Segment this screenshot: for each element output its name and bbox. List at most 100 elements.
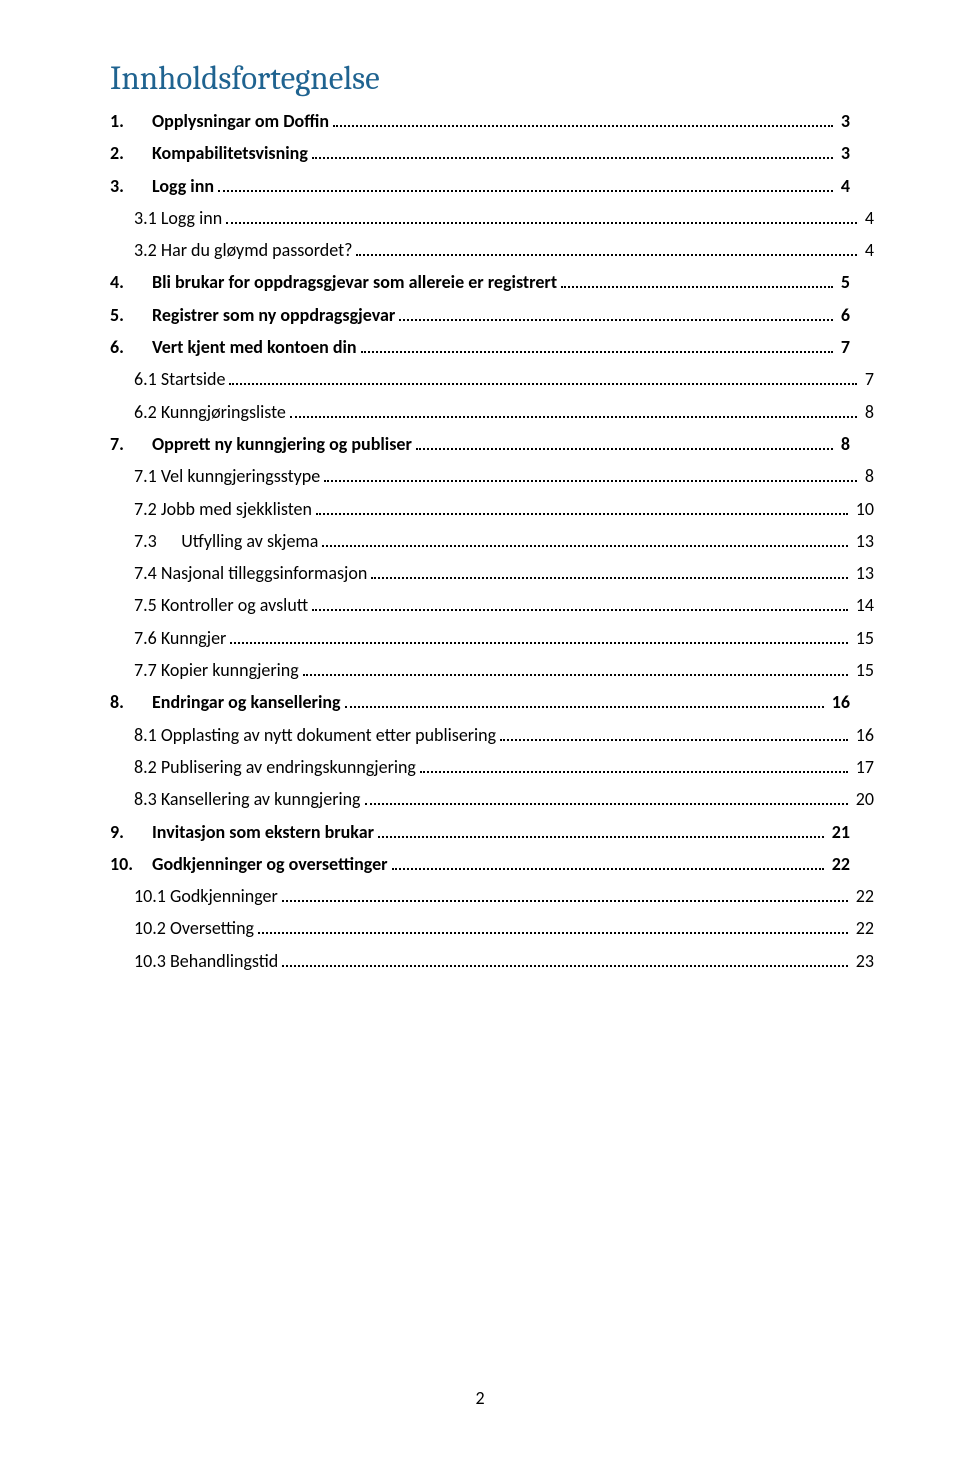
- toc-label: Vel kunngjeringsstype: [161, 467, 320, 485]
- toc-label: Kompabilitetsvisning: [152, 144, 308, 162]
- toc-page: 20: [852, 790, 874, 808]
- toc-row: 5.Registrer som ny oppdragsgjevar 6: [110, 306, 850, 325]
- toc-number: 9.: [110, 823, 152, 841]
- toc-number: 1.: [110, 112, 152, 130]
- toc-page: 22: [852, 919, 874, 937]
- toc-number: 7.: [110, 435, 152, 453]
- toc-label: Bli brukar for oppdragsgjevar som allere…: [152, 273, 557, 291]
- toc-leader: [361, 340, 833, 353]
- toc-page: 10: [852, 500, 874, 518]
- toc-row: 3.1 Logg inn 4: [134, 209, 874, 228]
- toc-row: 10.Godkjenninger og oversettinger 22: [110, 855, 850, 874]
- toc-number: 2.: [110, 144, 152, 162]
- toc-number: 7.6: [134, 629, 161, 647]
- toc-row: 2.Kompabilitetsvisning 3: [110, 144, 850, 163]
- toc-number: 8.3: [134, 790, 161, 808]
- toc-row: 10.3 Behandlingstid 23: [134, 952, 874, 971]
- toc-page: 14: [852, 596, 874, 614]
- toc-number: 4.: [110, 273, 152, 291]
- toc-label: Har du gløymd passordet?: [161, 241, 353, 259]
- toc-leader: [333, 114, 833, 127]
- toc-number: 7.5: [134, 596, 161, 614]
- toc-label: Jobb med sjekklisten: [161, 500, 312, 518]
- toc-number: 5.: [110, 306, 152, 324]
- toc-leader: [282, 890, 848, 903]
- toc-leader: [229, 373, 856, 386]
- toc-number: 10.: [110, 855, 152, 873]
- toc-row: 10.2 Oversetting 22: [134, 919, 874, 938]
- toc-label: Registrer som ny oppdragsgjevar: [152, 306, 395, 324]
- toc-row: 7.1 Vel kunngjeringsstype 8: [134, 467, 874, 486]
- toc-leader: [218, 179, 833, 192]
- toc-row: 8.1 Opplasting av nytt dokument etter pu…: [134, 726, 874, 745]
- toc-page: 7: [837, 338, 850, 356]
- toc-leader: [420, 760, 848, 773]
- toc-page: 7: [861, 370, 874, 388]
- toc-row: 8.Endringar og kansellering 16: [110, 693, 850, 712]
- toc-leader: [290, 405, 857, 418]
- toc-number: 10.3: [134, 952, 170, 970]
- toc-row: 7.2 Jobb med sjekklisten 10: [134, 500, 874, 519]
- toc-number: 3.2: [134, 241, 161, 259]
- toc-label: Kunngjøringsliste: [161, 403, 286, 421]
- toc-label: Oversetting: [170, 919, 254, 937]
- toc-leader: [282, 954, 847, 967]
- toc-row: 3.2 Har du gløymd passordet? 4: [134, 241, 874, 260]
- toc-row: 7.6 Kunngjer 15: [134, 629, 874, 648]
- toc-row: 8.3 Kansellering av kunngjering 20: [134, 790, 874, 809]
- toc-row: 7.5 Kontroller og avslutt 14: [134, 596, 874, 615]
- toc-row: 1.Opplysningar om Doffin 3: [110, 112, 850, 131]
- toc-label: Vert kjent med kontoen din: [152, 338, 357, 356]
- toc-label: Opplysningar om Doffin: [152, 112, 329, 130]
- toc-number: 8.1: [134, 726, 161, 744]
- toc-leader: [356, 244, 856, 257]
- toc-label: Logg inn: [161, 209, 222, 227]
- toc-label: Logg inn: [152, 177, 214, 195]
- toc-row: 6.2 Kunngjøringsliste 8: [134, 403, 874, 422]
- toc-page: 4: [861, 241, 874, 259]
- toc-row: 7.4 Nasjonal tilleggsinformasjon 13: [134, 564, 874, 583]
- toc-number: 7.7: [134, 661, 161, 679]
- toc-row: 9.Invitasjon som ekstern brukar 21: [110, 823, 850, 842]
- document-page: Innholdsfortegnelse 1.Opplysningar om Do…: [0, 0, 960, 1457]
- toc-leader: [322, 534, 847, 547]
- toc-label: Godkjenninger: [170, 887, 278, 905]
- toc-page: 16: [852, 726, 874, 744]
- toc-leader: [371, 567, 847, 580]
- toc-page: 13: [852, 564, 874, 582]
- toc-page: 8: [861, 403, 874, 421]
- toc-page: 6: [837, 306, 850, 324]
- toc-number: 8.2: [134, 758, 161, 776]
- toc-number: 8.: [110, 693, 152, 711]
- toc-row: 3.Logg inn 4: [110, 177, 850, 196]
- toc-label: Endringar og kansellering: [152, 693, 341, 711]
- toc-row: 7.Opprett ny kunngjering og publiser 8: [110, 435, 850, 454]
- toc-leader: [230, 631, 847, 644]
- toc-row: 4.Bli brukar for oppdragsgjevar som alle…: [110, 273, 850, 292]
- toc-number: 10.1: [134, 887, 170, 905]
- toc-page: 4: [861, 209, 874, 227]
- toc-leader: [226, 211, 857, 224]
- toc-label: Behandlingstid: [170, 952, 278, 970]
- toc-page: 22: [828, 855, 850, 873]
- toc-row: 10.1 Godkjenninger 22: [134, 887, 874, 906]
- toc-number: 7.1: [134, 467, 161, 485]
- table-of-contents: 1.Opplysningar om Doffin 32.Kompabilitet…: [110, 112, 850, 971]
- toc-leader: [399, 308, 833, 321]
- toc-page: 3: [837, 112, 850, 130]
- toc-page: 3: [837, 144, 850, 162]
- toc-label: Nasjonal tilleggsinformasjon: [161, 564, 367, 582]
- toc-row: 6.1 Startside 7: [134, 370, 874, 389]
- toc-number: 3.: [110, 177, 152, 195]
- toc-row: 7.7 Kopier kunngjering 15: [134, 661, 874, 680]
- toc-label: Opprett ny kunngjering og publiser: [152, 435, 412, 453]
- toc-row: 7.3 Utfylling av skjema 13: [134, 532, 874, 551]
- toc-leader: [316, 502, 848, 515]
- toc-page: 17: [852, 758, 874, 776]
- toc-label: Kontroller og avslutt: [161, 596, 308, 614]
- toc-page: 22: [852, 887, 874, 905]
- toc-leader: [303, 663, 848, 676]
- page-title: Innholdsfortegnelse: [110, 60, 850, 98]
- toc-label: Kunngjer: [161, 629, 226, 647]
- toc-label: Kopier kunngjering: [161, 661, 299, 679]
